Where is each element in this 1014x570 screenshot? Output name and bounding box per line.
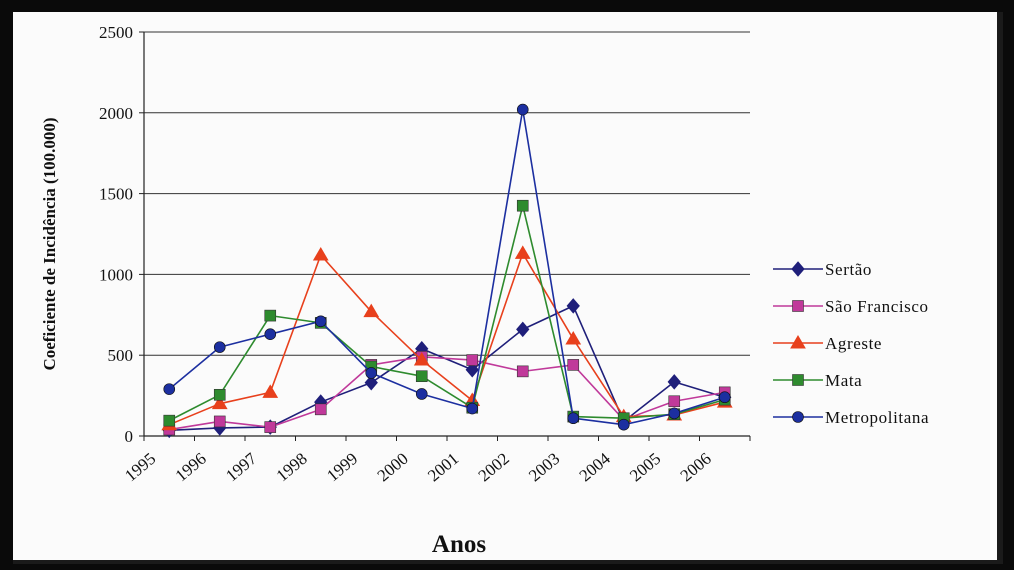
y-tick-label: 500 — [108, 346, 134, 365]
data-point — [365, 367, 378, 379]
series-line — [168, 204, 725, 422]
x-tick-label: 1999 — [323, 449, 361, 485]
x-tick-label: 1995 — [121, 449, 159, 485]
axes — [139, 31, 751, 441]
x-tick-label: 2000 — [374, 449, 412, 485]
legend-label: São Francisco — [825, 297, 929, 316]
data-point — [566, 298, 580, 314]
data-point — [617, 418, 630, 431]
data-point — [667, 374, 681, 390]
data-point — [516, 365, 529, 378]
y-tick-label: 2000 — [99, 104, 133, 123]
data-point — [312, 247, 329, 261]
data-point — [415, 388, 428, 400]
series-mata — [163, 199, 731, 427]
x-tick-label: 2004 — [576, 449, 615, 486]
data-point — [363, 303, 380, 318]
series-line — [168, 252, 725, 426]
data-point — [314, 315, 327, 328]
legend-marker — [792, 300, 804, 312]
y-tick-labels: 0 500 1000 1500 2000 2500 — [99, 23, 133, 446]
series-s-o-francisco — [163, 351, 731, 436]
data-point — [668, 407, 681, 420]
series-metropolitana — [163, 103, 731, 431]
data-point — [211, 395, 228, 410]
legend-label: Agreste — [825, 334, 882, 353]
data-point — [213, 415, 226, 428]
x-tick-label: 1998 — [273, 449, 311, 485]
data-point — [213, 341, 226, 353]
data-point — [567, 359, 580, 371]
data-point — [516, 199, 529, 212]
x-tick-label: 2002 — [475, 449, 513, 485]
data-point — [565, 331, 582, 345]
data-point — [514, 245, 531, 259]
legend: Sertão São Francisco Agreste Mata Metropolit… — [773, 260, 929, 427]
legend-item: Sertão — [773, 260, 872, 279]
data-point — [264, 309, 277, 322]
series-line — [169, 305, 725, 432]
gridlines — [144, 31, 750, 356]
x-tick-label: 1997 — [222, 449, 261, 486]
y-tick-label: 1000 — [99, 265, 133, 284]
legend-marker — [790, 335, 806, 349]
series-lines — [161, 103, 733, 439]
data-point — [567, 412, 580, 425]
x-tick-label: 1996 — [172, 449, 210, 485]
legend-label: Mata — [825, 371, 862, 390]
data-point — [264, 328, 277, 340]
legend-item: Mata — [773, 371, 862, 390]
data-point — [163, 414, 176, 427]
y-tick-label: 0 — [125, 427, 134, 446]
data-point — [314, 403, 327, 416]
data-point — [413, 352, 430, 366]
y-tick-label: 1500 — [99, 185, 133, 204]
data-point — [262, 384, 279, 398]
chart-panel: 0 500 1000 1500 2000 2500 1995 1996 1997 1998 199… — [13, 12, 1003, 564]
legend-marker — [791, 261, 805, 277]
data-point — [668, 395, 681, 408]
data-point — [364, 374, 378, 391]
x-tick-label: 2005 — [626, 449, 664, 485]
legend-label: Metropolitana — [825, 408, 929, 427]
data-point — [415, 370, 428, 383]
x-tick-labels: 1995 1996 1997 1998 1999 2000 2001 2002 2003 2004… — [121, 449, 715, 486]
data-point — [466, 402, 479, 415]
legend-item: Agreste — [773, 334, 882, 353]
data-point — [466, 354, 479, 366]
legend-item: São Francisco — [773, 297, 929, 316]
x-tick-label: 2006 — [677, 449, 715, 485]
series-agreste — [161, 245, 733, 431]
x-axis-title: Anos — [432, 531, 486, 558]
data-point — [516, 103, 529, 116]
series-line — [168, 108, 725, 426]
data-point — [264, 421, 277, 433]
legend-label: Sertão — [825, 260, 872, 279]
x-tick-label: 2001 — [424, 449, 462, 485]
data-point — [516, 321, 530, 338]
data-point — [465, 361, 479, 378]
data-point — [213, 388, 226, 401]
y-tick-label: 2500 — [99, 23, 133, 42]
x-tick-label: 2003 — [525, 449, 563, 485]
data-point — [163, 383, 176, 395]
legend-marker — [792, 374, 804, 386]
series-line — [169, 356, 725, 431]
data-point — [718, 391, 731, 404]
legend-marker — [792, 411, 804, 423]
y-axis-title: Coeficiente de Incidência (100.000) — [40, 117, 59, 370]
legend-item: Metropolitana — [773, 408, 929, 427]
